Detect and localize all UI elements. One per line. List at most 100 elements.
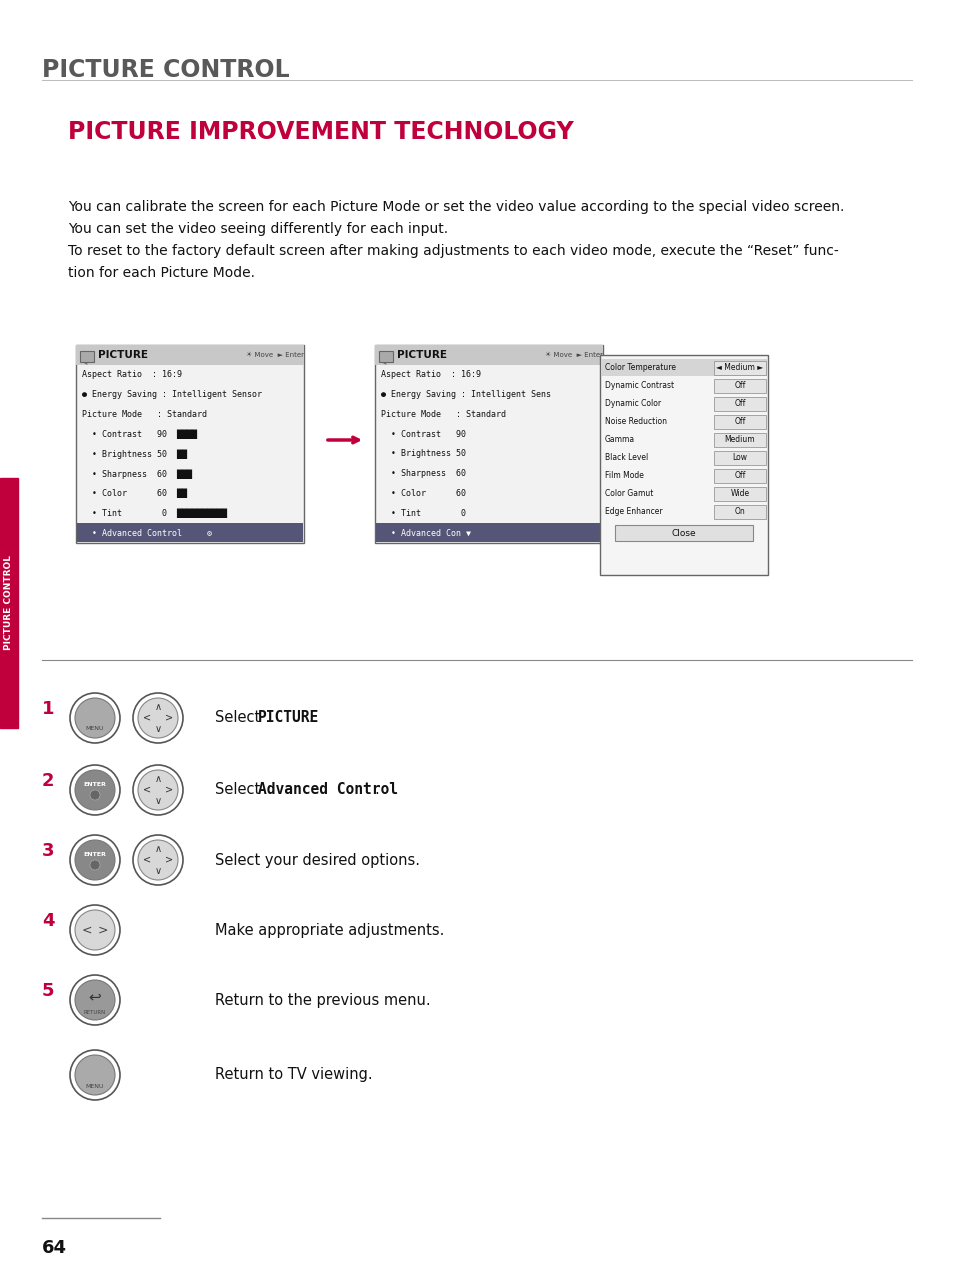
Circle shape bbox=[70, 834, 120, 885]
Bar bbox=[599, 355, 767, 575]
Text: ☀ Move  ► Enter: ☀ Move ► Enter bbox=[544, 352, 602, 357]
Text: Return to TV viewing.: Return to TV viewing. bbox=[214, 1067, 373, 1082]
Bar bbox=[713, 379, 765, 393]
Text: • Contrast   90: • Contrast 90 bbox=[380, 430, 465, 439]
Text: Medium: Medium bbox=[724, 435, 755, 444]
Circle shape bbox=[75, 1054, 115, 1095]
Text: <: < bbox=[143, 855, 151, 865]
Bar bbox=[713, 487, 765, 501]
Bar bbox=[713, 432, 765, 446]
Text: Aspect Ratio  : 16:9: Aspect Ratio : 16:9 bbox=[82, 370, 182, 379]
Text: PICTURE: PICTURE bbox=[98, 350, 148, 360]
Text: .: . bbox=[375, 782, 379, 798]
Text: • Brightness 50  ██: • Brightness 50 ██ bbox=[82, 449, 187, 459]
Text: 2: 2 bbox=[42, 772, 54, 790]
Text: • Color      60  ██: • Color 60 ██ bbox=[82, 488, 187, 499]
Text: RETURN: RETURN bbox=[84, 1010, 106, 1015]
Text: • Brightness 50: • Brightness 50 bbox=[380, 449, 465, 458]
Text: Edge Enhancer: Edge Enhancer bbox=[604, 508, 662, 516]
Text: Wide: Wide bbox=[730, 490, 749, 499]
Bar bbox=[600, 359, 766, 377]
Text: PICTURE IMPROVEMENT TECHNOLOGY: PICTURE IMPROVEMENT TECHNOLOGY bbox=[68, 120, 573, 144]
Text: On: On bbox=[734, 508, 744, 516]
Bar bbox=[76, 345, 304, 543]
Text: Picture Mode   : Standard: Picture Mode : Standard bbox=[82, 410, 207, 418]
Circle shape bbox=[70, 976, 120, 1025]
Circle shape bbox=[90, 860, 100, 870]
Text: • Contrast   90  ████: • Contrast 90 ████ bbox=[82, 430, 196, 439]
Text: Low: Low bbox=[732, 454, 747, 463]
Bar bbox=[77, 523, 303, 542]
Text: Advanced Control: Advanced Control bbox=[257, 782, 397, 798]
Text: • Color      60: • Color 60 bbox=[380, 488, 465, 499]
Text: Close: Close bbox=[671, 528, 696, 538]
Text: Select your desired options.: Select your desired options. bbox=[214, 852, 419, 868]
Circle shape bbox=[75, 698, 115, 738]
Text: ∨: ∨ bbox=[154, 724, 161, 734]
Text: Color Gamut: Color Gamut bbox=[604, 490, 653, 499]
Text: <: < bbox=[143, 785, 151, 795]
Text: 4: 4 bbox=[42, 912, 54, 930]
Bar bbox=[713, 469, 765, 483]
Text: 1: 1 bbox=[42, 700, 54, 717]
Text: Noise Reduction: Noise Reduction bbox=[604, 417, 666, 426]
Bar bbox=[80, 351, 94, 363]
Text: PICTURE: PICTURE bbox=[257, 711, 318, 725]
Bar bbox=[713, 505, 765, 519]
Text: PICTURE: PICTURE bbox=[396, 350, 447, 360]
Bar bbox=[713, 397, 765, 411]
Circle shape bbox=[75, 840, 115, 880]
Text: Dynamic Color: Dynamic Color bbox=[604, 399, 660, 408]
Text: MENU: MENU bbox=[86, 726, 104, 731]
Circle shape bbox=[138, 840, 178, 880]
Text: 5: 5 bbox=[42, 982, 54, 1000]
Bar bbox=[375, 345, 602, 365]
Text: Black Level: Black Level bbox=[604, 454, 648, 463]
Circle shape bbox=[70, 693, 120, 743]
Text: >: > bbox=[165, 855, 172, 865]
Circle shape bbox=[90, 790, 100, 800]
Text: Dynamic Contrast: Dynamic Contrast bbox=[604, 382, 674, 391]
Bar bbox=[713, 452, 765, 466]
Text: tion for each Picture Mode.: tion for each Picture Mode. bbox=[68, 266, 254, 280]
Circle shape bbox=[70, 764, 120, 815]
Text: Off: Off bbox=[734, 472, 745, 481]
Bar bbox=[76, 345, 304, 365]
Text: Select: Select bbox=[214, 782, 265, 798]
Circle shape bbox=[70, 1049, 120, 1100]
Text: ∧: ∧ bbox=[154, 773, 161, 784]
Bar bbox=[713, 361, 765, 375]
Text: ☀ Move  ► Enter: ☀ Move ► Enter bbox=[246, 352, 304, 357]
Bar bbox=[375, 345, 602, 543]
Text: Aspect Ratio  : 16:9: Aspect Ratio : 16:9 bbox=[380, 370, 480, 379]
Text: ◄ Medium ►: ◄ Medium ► bbox=[716, 364, 762, 373]
Text: ↩: ↩ bbox=[89, 990, 101, 1005]
Circle shape bbox=[70, 904, 120, 955]
Text: Gamma: Gamma bbox=[604, 435, 635, 444]
Text: You can calibrate the screen for each Picture Mode or set the video value accord: You can calibrate the screen for each Pi… bbox=[68, 200, 843, 214]
Text: MENU: MENU bbox=[86, 1084, 104, 1089]
Text: Off: Off bbox=[734, 382, 745, 391]
Bar bbox=[615, 525, 752, 541]
Text: >: > bbox=[97, 923, 108, 936]
Text: PICTURE CONTROL: PICTURE CONTROL bbox=[5, 556, 13, 650]
Text: 3: 3 bbox=[42, 842, 54, 860]
Circle shape bbox=[132, 834, 183, 885]
Bar bbox=[375, 523, 601, 542]
Circle shape bbox=[132, 764, 183, 815]
Text: <: < bbox=[82, 923, 92, 936]
Text: • Tint        0: • Tint 0 bbox=[380, 509, 465, 518]
Text: • Advanced Control     ⚙: • Advanced Control ⚙ bbox=[82, 529, 212, 538]
Text: ● Energy Saving : Intelligent Sensor: ● Energy Saving : Intelligent Sensor bbox=[82, 391, 262, 399]
Text: Make appropriate adjustments.: Make appropriate adjustments. bbox=[214, 922, 444, 937]
Text: • Sharpness  60: • Sharpness 60 bbox=[380, 469, 465, 478]
Text: ∧: ∧ bbox=[154, 702, 161, 712]
Text: Return to the previous menu.: Return to the previous menu. bbox=[214, 992, 430, 1007]
Text: To reset to the factory default screen after making adjustments to each video mo: To reset to the factory default screen a… bbox=[68, 244, 838, 258]
Text: 64: 64 bbox=[42, 1239, 67, 1257]
Circle shape bbox=[75, 979, 115, 1020]
Text: ● Energy Saving : Intelligent Sens: ● Energy Saving : Intelligent Sens bbox=[380, 391, 551, 399]
Bar bbox=[713, 415, 765, 429]
Text: Color Temperature: Color Temperature bbox=[604, 364, 676, 373]
Circle shape bbox=[75, 770, 115, 810]
